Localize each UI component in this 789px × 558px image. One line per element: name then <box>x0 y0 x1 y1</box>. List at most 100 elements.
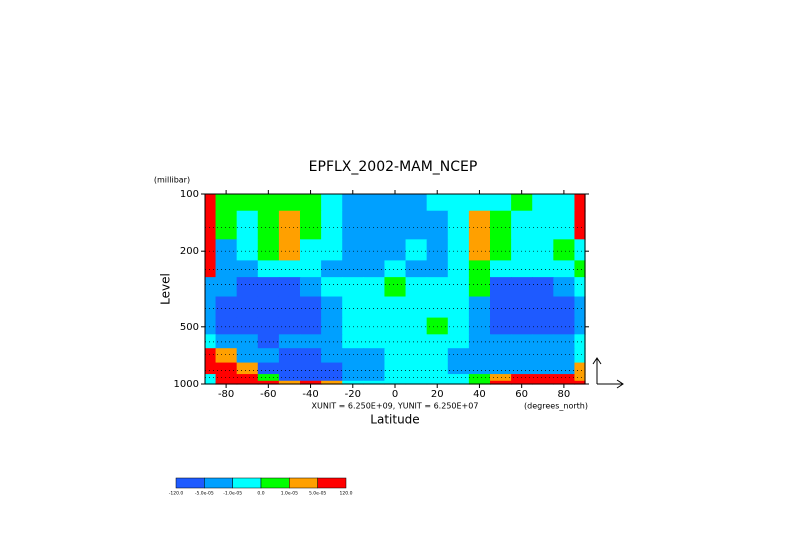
colorbar-box <box>232 477 262 489</box>
colorbar-box <box>175 477 205 489</box>
contour-cell <box>205 210 217 240</box>
contour-cell <box>205 374 217 382</box>
contour-cell <box>511 296 533 319</box>
contour-cell <box>321 334 343 349</box>
contour-cell <box>300 210 322 240</box>
contour-cell <box>342 317 364 335</box>
contour-cell <box>511 380 533 385</box>
contour-cell <box>574 296 586 319</box>
contour-cell <box>363 210 386 240</box>
contour-cell <box>300 296 322 319</box>
contour-cell <box>300 317 322 335</box>
colorbar-box <box>289 477 318 489</box>
contour-cell <box>447 260 470 278</box>
contour-cell <box>278 317 301 335</box>
y-axis-label: Level <box>159 273 173 305</box>
contour-cell <box>490 317 512 335</box>
contour-cell <box>321 348 343 364</box>
contour-cell <box>300 348 322 364</box>
contour-cell <box>236 239 259 262</box>
contour-cell <box>321 296 343 319</box>
contour-cell <box>490 348 512 364</box>
contour-cell <box>405 260 428 278</box>
contour-cell <box>205 194 217 212</box>
contour-cell <box>574 277 586 298</box>
contour-cell <box>490 334 512 349</box>
contour-cell <box>511 348 533 364</box>
contour-cell <box>490 194 512 212</box>
contour-cell <box>363 380 386 385</box>
contour-cell <box>405 362 428 375</box>
x-axis-label: Latitude <box>370 413 419 427</box>
contour-cell <box>342 210 364 240</box>
y-axis-unit: (millibar) <box>154 176 190 185</box>
x-tick-label: 40 <box>473 389 486 400</box>
contour-cell <box>468 348 491 364</box>
contour-cell <box>278 380 301 385</box>
contour-cell <box>447 277 470 298</box>
contour-cell <box>405 380 428 385</box>
contour-cell <box>532 210 554 240</box>
contour-cell <box>300 374 322 382</box>
contour-cell <box>426 348 449 364</box>
x-tick-label: -40 <box>302 389 318 400</box>
contour-cell <box>490 210 512 240</box>
contour-cell <box>215 239 238 262</box>
contour-cell <box>468 374 491 382</box>
x-tick-label: 60 <box>515 389 528 400</box>
contour-cell <box>300 362 322 375</box>
contour-cell <box>468 296 491 319</box>
contour-cell <box>363 296 386 319</box>
contour-cell <box>532 239 554 262</box>
contour-cell <box>532 362 554 375</box>
contour-cell <box>490 239 512 262</box>
contour-cell <box>574 348 586 364</box>
contour-cell <box>236 374 259 382</box>
contour-cell <box>300 194 322 212</box>
colorbar-box <box>204 477 233 489</box>
contour-cell <box>278 296 301 319</box>
contour-cell <box>342 296 364 319</box>
contour-cell <box>553 194 576 212</box>
contour-cell <box>468 317 491 335</box>
contour-cell <box>321 239 343 262</box>
contour-cell <box>490 374 512 382</box>
contour-cell <box>257 260 280 278</box>
contour-cell <box>278 239 301 262</box>
chart-title: EPFLX_2002-MAM_NCEP <box>309 159 478 175</box>
contour-cell <box>236 348 259 364</box>
contour-cell <box>384 210 407 240</box>
contour-cell <box>405 210 428 240</box>
contour-cell <box>553 210 576 240</box>
contour-cell <box>532 194 554 212</box>
contour-cell <box>511 362 533 375</box>
contour-cell <box>342 348 364 364</box>
contour-cell <box>278 362 301 375</box>
contour-cell <box>321 362 343 375</box>
contour-cell <box>405 334 428 349</box>
contour-cell <box>447 210 470 240</box>
reference-vector <box>592 357 624 389</box>
contour-cell <box>384 380 407 385</box>
contour-cell <box>574 210 586 240</box>
contour-cell <box>553 362 576 375</box>
contour-cell <box>236 380 259 385</box>
contour-cell <box>511 210 533 240</box>
contour-cell <box>205 296 217 319</box>
contour-cell <box>321 317 343 335</box>
contour-cell <box>490 380 512 385</box>
contour-cell <box>215 260 238 278</box>
contour-cell <box>257 380 280 385</box>
contour-cell <box>553 239 576 262</box>
contour-cell <box>236 334 259 349</box>
contour-cell <box>532 334 554 349</box>
contour-cell <box>532 260 554 278</box>
contour-cell <box>405 348 428 364</box>
colorbar-box <box>317 477 347 489</box>
contour-cell <box>447 296 470 319</box>
contour-cell <box>574 194 586 212</box>
contour-cell <box>278 260 301 278</box>
contour-cell <box>300 380 322 385</box>
y-tick-label: 1000 <box>174 379 199 390</box>
